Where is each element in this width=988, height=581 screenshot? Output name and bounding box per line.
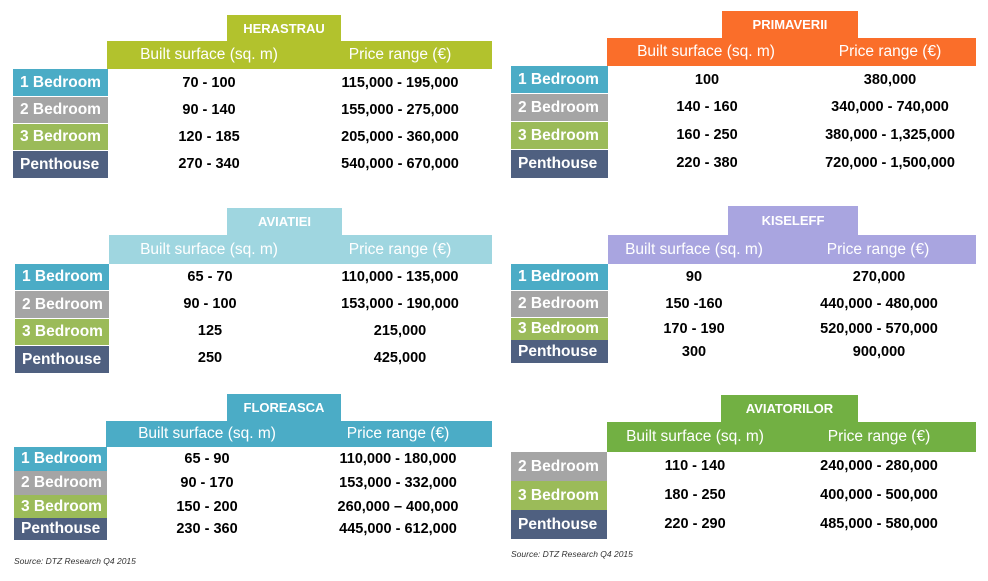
row-label: 2 Bedroom xyxy=(13,97,108,123)
row-label: 3 Bedroom xyxy=(511,481,607,510)
row-label: Penthouse xyxy=(15,346,109,373)
header-price-range: Price range (€) xyxy=(838,43,942,60)
cell-surface: 220 - 290 xyxy=(664,516,726,532)
cell-price: 205,000 - 360,000 xyxy=(341,129,459,145)
cell-surface: 90 xyxy=(685,269,703,285)
table-title: PRIMAVERII xyxy=(722,11,858,38)
row-label: Penthouse xyxy=(13,151,108,178)
row-label: 1 Bedroom xyxy=(13,69,108,96)
cell-surface: 250 xyxy=(197,350,223,366)
row-label: Penthouse xyxy=(14,518,107,540)
cell-surface: 270 - 340 xyxy=(178,156,240,172)
cell-price: 440,000 - 480,000 xyxy=(820,296,938,312)
table-title: AVIATIEI xyxy=(227,208,342,235)
header-built-surface: Built surface (sq. m) xyxy=(637,43,775,60)
header-price-range: Price range (€) xyxy=(827,428,931,445)
cell-surface: 230 - 360 xyxy=(176,521,238,537)
header-price-range: Price range (€) xyxy=(348,240,452,258)
cell-price: 485,000 - 580,000 xyxy=(820,516,938,532)
row-label: 3 Bedroom xyxy=(14,495,107,518)
cell-price: 153,000 - 190,000 xyxy=(341,296,459,312)
cell-price: 240,000 - 280,000 xyxy=(820,458,938,474)
cell-price: 380,000 - 1,325,000 xyxy=(825,127,955,143)
cell-surface: 90 - 100 xyxy=(183,296,237,312)
table-header: Built surface (sq. m) Price range (€) xyxy=(107,41,492,69)
table-header: Built surface (sq. m) Price range (€) xyxy=(608,235,976,264)
row-label: 3 Bedroom xyxy=(13,124,108,150)
cell-surface: 100 xyxy=(694,72,720,88)
cell-surface: 65 - 90 xyxy=(184,451,230,467)
table-header: Built surface (sq. m) Price range (€) xyxy=(106,421,492,447)
cell-price: 720,000 - 1,500,000 xyxy=(825,155,955,171)
row-label: 1 Bedroom xyxy=(511,264,608,290)
row-label: 2 Bedroom xyxy=(511,94,608,121)
cell-price: 340,000 - 740,000 xyxy=(831,99,949,115)
table-header: Built surface (sq. m) Price range (€) xyxy=(607,38,976,66)
header-built-surface: Built surface (sq. m) xyxy=(140,46,278,63)
row-label: 2 Bedroom xyxy=(511,452,607,481)
header-built-surface: Built surface (sq. m) xyxy=(625,240,763,258)
cell-surface: 220 - 380 xyxy=(676,155,738,171)
cell-surface: 90 - 170 xyxy=(180,475,234,491)
table-title: HERASTRAU xyxy=(227,15,341,41)
cell-price: 110,000 - 135,000 xyxy=(341,269,459,285)
row-label: 1 Bedroom xyxy=(14,447,107,471)
table-header: Built surface (sq. m) Price range (€) xyxy=(607,422,976,452)
table-header: Built surface (sq. m) Price range (€) xyxy=(109,235,492,264)
cell-price: 153,000 - 332,000 xyxy=(339,475,457,491)
cell-surface: 65 - 70 xyxy=(187,269,233,285)
row-label: 3 Bedroom xyxy=(15,319,109,345)
cell-surface: 150 -160 xyxy=(665,296,723,312)
cell-price: 155,000 - 275,000 xyxy=(341,102,459,118)
row-label: 2 Bedroom xyxy=(15,291,109,318)
cell-price: 445,000 - 612,000 xyxy=(339,521,457,537)
source-note-right: Source: DTZ Research Q4 2015 xyxy=(511,549,633,559)
header-price-range: Price range (€) xyxy=(346,425,450,442)
row-label: 2 Bedroom xyxy=(511,291,608,317)
cell-surface: 180 - 250 xyxy=(664,487,726,503)
cell-surface: 300 xyxy=(681,344,707,360)
cell-price: 900,000 xyxy=(852,344,906,360)
cell-surface: 150 - 200 xyxy=(176,499,238,515)
row-label: Penthouse xyxy=(511,510,607,539)
row-label: Penthouse xyxy=(511,340,608,363)
cell-surface: 110 - 140 xyxy=(664,458,726,474)
cell-price: 400,000 - 500,000 xyxy=(820,487,938,503)
cell-price: 115,000 - 195,000 xyxy=(341,75,459,91)
row-label: Penthouse xyxy=(511,150,608,178)
row-label: 3 Bedroom xyxy=(511,318,608,340)
cell-surface: 170 - 190 xyxy=(663,321,725,337)
cell-surface: 120 - 185 xyxy=(178,129,240,145)
cell-surface: 90 - 140 xyxy=(182,102,236,118)
table-title: KISELEFF xyxy=(728,206,858,235)
cell-price: 380,000 xyxy=(863,72,917,88)
cell-price: 540,000 - 670,000 xyxy=(341,156,459,172)
header-built-surface: Built surface (sq. m) xyxy=(626,428,764,445)
cell-price: 260,000 – 400,000 xyxy=(337,499,459,515)
cell-surface: 70 - 100 xyxy=(182,75,236,91)
row-label: 3 Bedroom xyxy=(511,122,608,149)
cell-surface: 125 xyxy=(197,323,223,339)
table-title: AVIATORILOR xyxy=(721,395,858,422)
header-price-range: Price range (€) xyxy=(348,46,452,63)
row-label: 1 Bedroom xyxy=(511,66,608,93)
header-price-range: Price range (€) xyxy=(826,240,930,258)
cell-price: 270,000 xyxy=(852,269,906,285)
header-built-surface: Built surface (sq. m) xyxy=(138,425,276,442)
cell-surface: 160 - 250 xyxy=(676,127,738,143)
cell-price: 520,000 - 570,000 xyxy=(820,321,938,337)
cell-surface: 140 - 160 xyxy=(676,99,738,115)
cell-price: 215,000 xyxy=(373,323,427,339)
cell-price: 110,000 - 180,000 xyxy=(339,451,457,467)
row-label: 1 Bedroom xyxy=(15,264,109,290)
row-label: 2 Bedroom xyxy=(14,471,107,495)
source-note-left: Source: DTZ Research Q4 2015 xyxy=(14,556,136,566)
table-title: FLOREASCA xyxy=(227,394,341,421)
cell-price: 425,000 xyxy=(373,350,427,366)
header-built-surface: Built surface (sq. m) xyxy=(140,240,278,258)
